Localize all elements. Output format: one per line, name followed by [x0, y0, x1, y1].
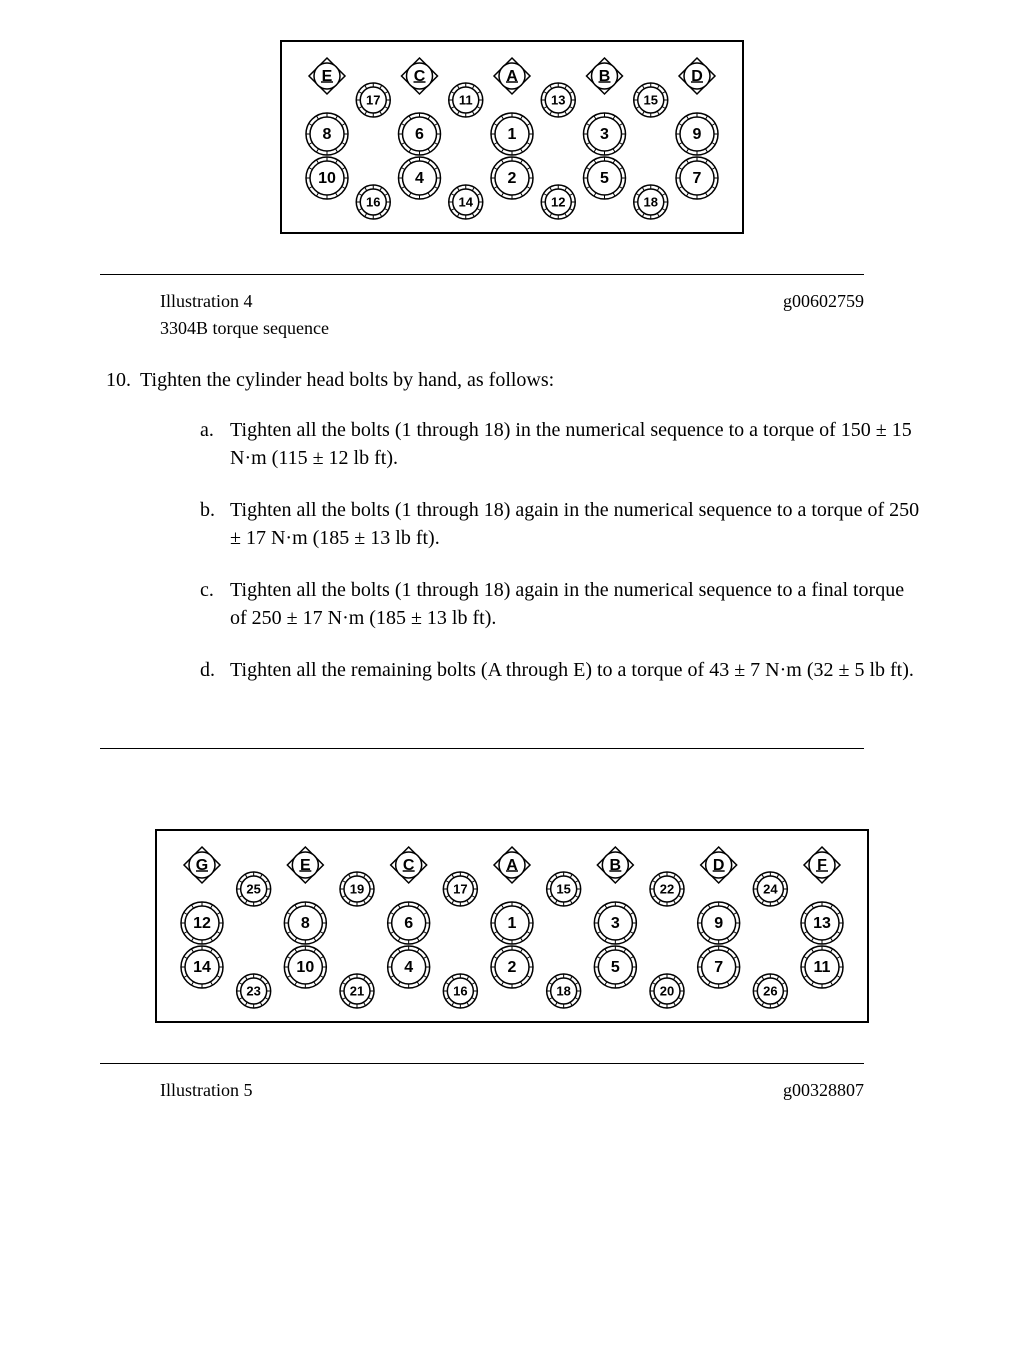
svg-text:26: 26 — [763, 983, 777, 998]
sub-step: a.Tighten all the bolts (1 through 18) i… — [200, 416, 924, 472]
svg-text:15: 15 — [644, 92, 658, 107]
svg-text:3: 3 — [600, 126, 609, 143]
step-list: 10. Tighten the cylinder head bolts by h… — [100, 369, 924, 708]
sub-step: b.Tighten all the bolts (1 through 18) a… — [200, 496, 924, 552]
svg-text:C: C — [414, 68, 426, 85]
svg-text:18: 18 — [644, 194, 658, 209]
sub-step-letter: b. — [200, 496, 230, 552]
svg-text:11: 11 — [459, 92, 473, 107]
svg-text:21: 21 — [350, 983, 364, 998]
svg-text:1: 1 — [508, 915, 517, 932]
sub-step-text: Tighten all the bolts (1 through 18) aga… — [230, 576, 924, 632]
svg-text:8: 8 — [323, 126, 332, 143]
svg-text:15: 15 — [556, 881, 570, 896]
illustration-5-code: g00328807 — [783, 1080, 864, 1101]
svg-text:11: 11 — [814, 959, 831, 976]
svg-text:17: 17 — [453, 881, 467, 896]
svg-text:6: 6 — [404, 915, 413, 932]
svg-text:C: C — [403, 857, 415, 874]
svg-text:4: 4 — [404, 959, 413, 976]
svg-text:E: E — [322, 68, 333, 85]
step-10: 10. Tighten the cylinder head bolts by h… — [100, 369, 924, 708]
sub-step-letter: c. — [200, 576, 230, 632]
diagram-3304b: ECABD171113158613910425716141218 — [280, 40, 744, 234]
svg-text:D: D — [691, 68, 703, 85]
svg-text:3: 3 — [611, 915, 620, 932]
divider-after-step — [100, 748, 864, 749]
svg-text:25: 25 — [246, 881, 260, 896]
sub-step: c.Tighten all the bolts (1 through 18) a… — [200, 576, 924, 632]
svg-text:10: 10 — [318, 170, 336, 187]
svg-text:12: 12 — [193, 915, 211, 932]
illustration-4-label: Illustration 4 — [160, 291, 253, 312]
svg-text:F: F — [817, 857, 827, 874]
divider-before-caption-4 — [100, 274, 864, 275]
svg-text:D: D — [713, 857, 725, 874]
svg-text:1: 1 — [508, 126, 517, 143]
svg-text:A: A — [506, 68, 518, 85]
svg-text:2: 2 — [508, 170, 517, 187]
sub-step: d.Tighten all the remaining bolts (A thr… — [200, 656, 924, 684]
svg-text:A: A — [506, 857, 518, 874]
illustration-5-label: Illustration 5 — [160, 1080, 253, 1101]
svg-text:16: 16 — [453, 983, 467, 998]
svg-text:23: 23 — [246, 983, 260, 998]
svg-text:13: 13 — [813, 915, 831, 932]
step-body: Tighten the cylinder head bolts by hand,… — [140, 369, 924, 708]
sub-step-text: Tighten all the bolts (1 through 18) aga… — [230, 496, 924, 552]
svg-text:24: 24 — [763, 881, 778, 896]
step-intro: Tighten the cylinder head bolts by hand,… — [140, 369, 554, 391]
sub-step-list: a.Tighten all the bolts (1 through 18) i… — [140, 416, 924, 684]
svg-text:4: 4 — [415, 170, 424, 187]
svg-text:9: 9 — [693, 126, 702, 143]
svg-text:10: 10 — [296, 959, 314, 976]
svg-text:14: 14 — [459, 194, 474, 209]
svg-text:20: 20 — [660, 983, 674, 998]
svg-text:8: 8 — [301, 915, 310, 932]
svg-text:17: 17 — [366, 92, 380, 107]
svg-text:13: 13 — [551, 92, 565, 107]
sub-step-letter: d. — [200, 656, 230, 684]
svg-text:19: 19 — [350, 881, 364, 896]
svg-text:B: B — [610, 857, 622, 874]
diagram-5: GECABDF251917152224128613913141042571123… — [155, 829, 869, 1023]
svg-text:9: 9 — [714, 915, 723, 932]
illustration-5-caption: Illustration 5 g00328807 — [100, 1080, 924, 1101]
svg-text:E: E — [300, 857, 311, 874]
sub-step-text: Tighten all the remaining bolts (A throu… — [230, 656, 924, 684]
diagram-3304b-wrapper: ECABD171113158613910425716141218 — [100, 40, 924, 234]
sub-step-text: Tighten all the bolts (1 through 18) in … — [230, 416, 924, 472]
step-number: 10. — [100, 369, 140, 708]
illustration-4-code: g00602759 — [783, 291, 864, 312]
svg-text:14: 14 — [193, 959, 211, 976]
svg-text:7: 7 — [693, 170, 702, 187]
diagram-5-wrapper: GECABDF251917152224128613913141042571123… — [100, 829, 924, 1023]
svg-text:5: 5 — [611, 959, 620, 976]
svg-text:5: 5 — [600, 170, 609, 187]
svg-text:7: 7 — [714, 959, 723, 976]
svg-text:18: 18 — [556, 983, 570, 998]
divider-before-caption-5 — [100, 1063, 864, 1064]
illustration-4-subtitle: 3304B torque sequence — [100, 318, 924, 339]
svg-text:6: 6 — [415, 126, 424, 143]
svg-text:22: 22 — [660, 881, 674, 896]
svg-text:G: G — [196, 857, 208, 874]
svg-text:2: 2 — [508, 959, 517, 976]
svg-text:12: 12 — [551, 194, 565, 209]
svg-text:B: B — [599, 68, 611, 85]
illustration-4-caption: Illustration 4 g00602759 — [100, 291, 924, 312]
svg-text:16: 16 — [366, 194, 380, 209]
sub-step-letter: a. — [200, 416, 230, 472]
